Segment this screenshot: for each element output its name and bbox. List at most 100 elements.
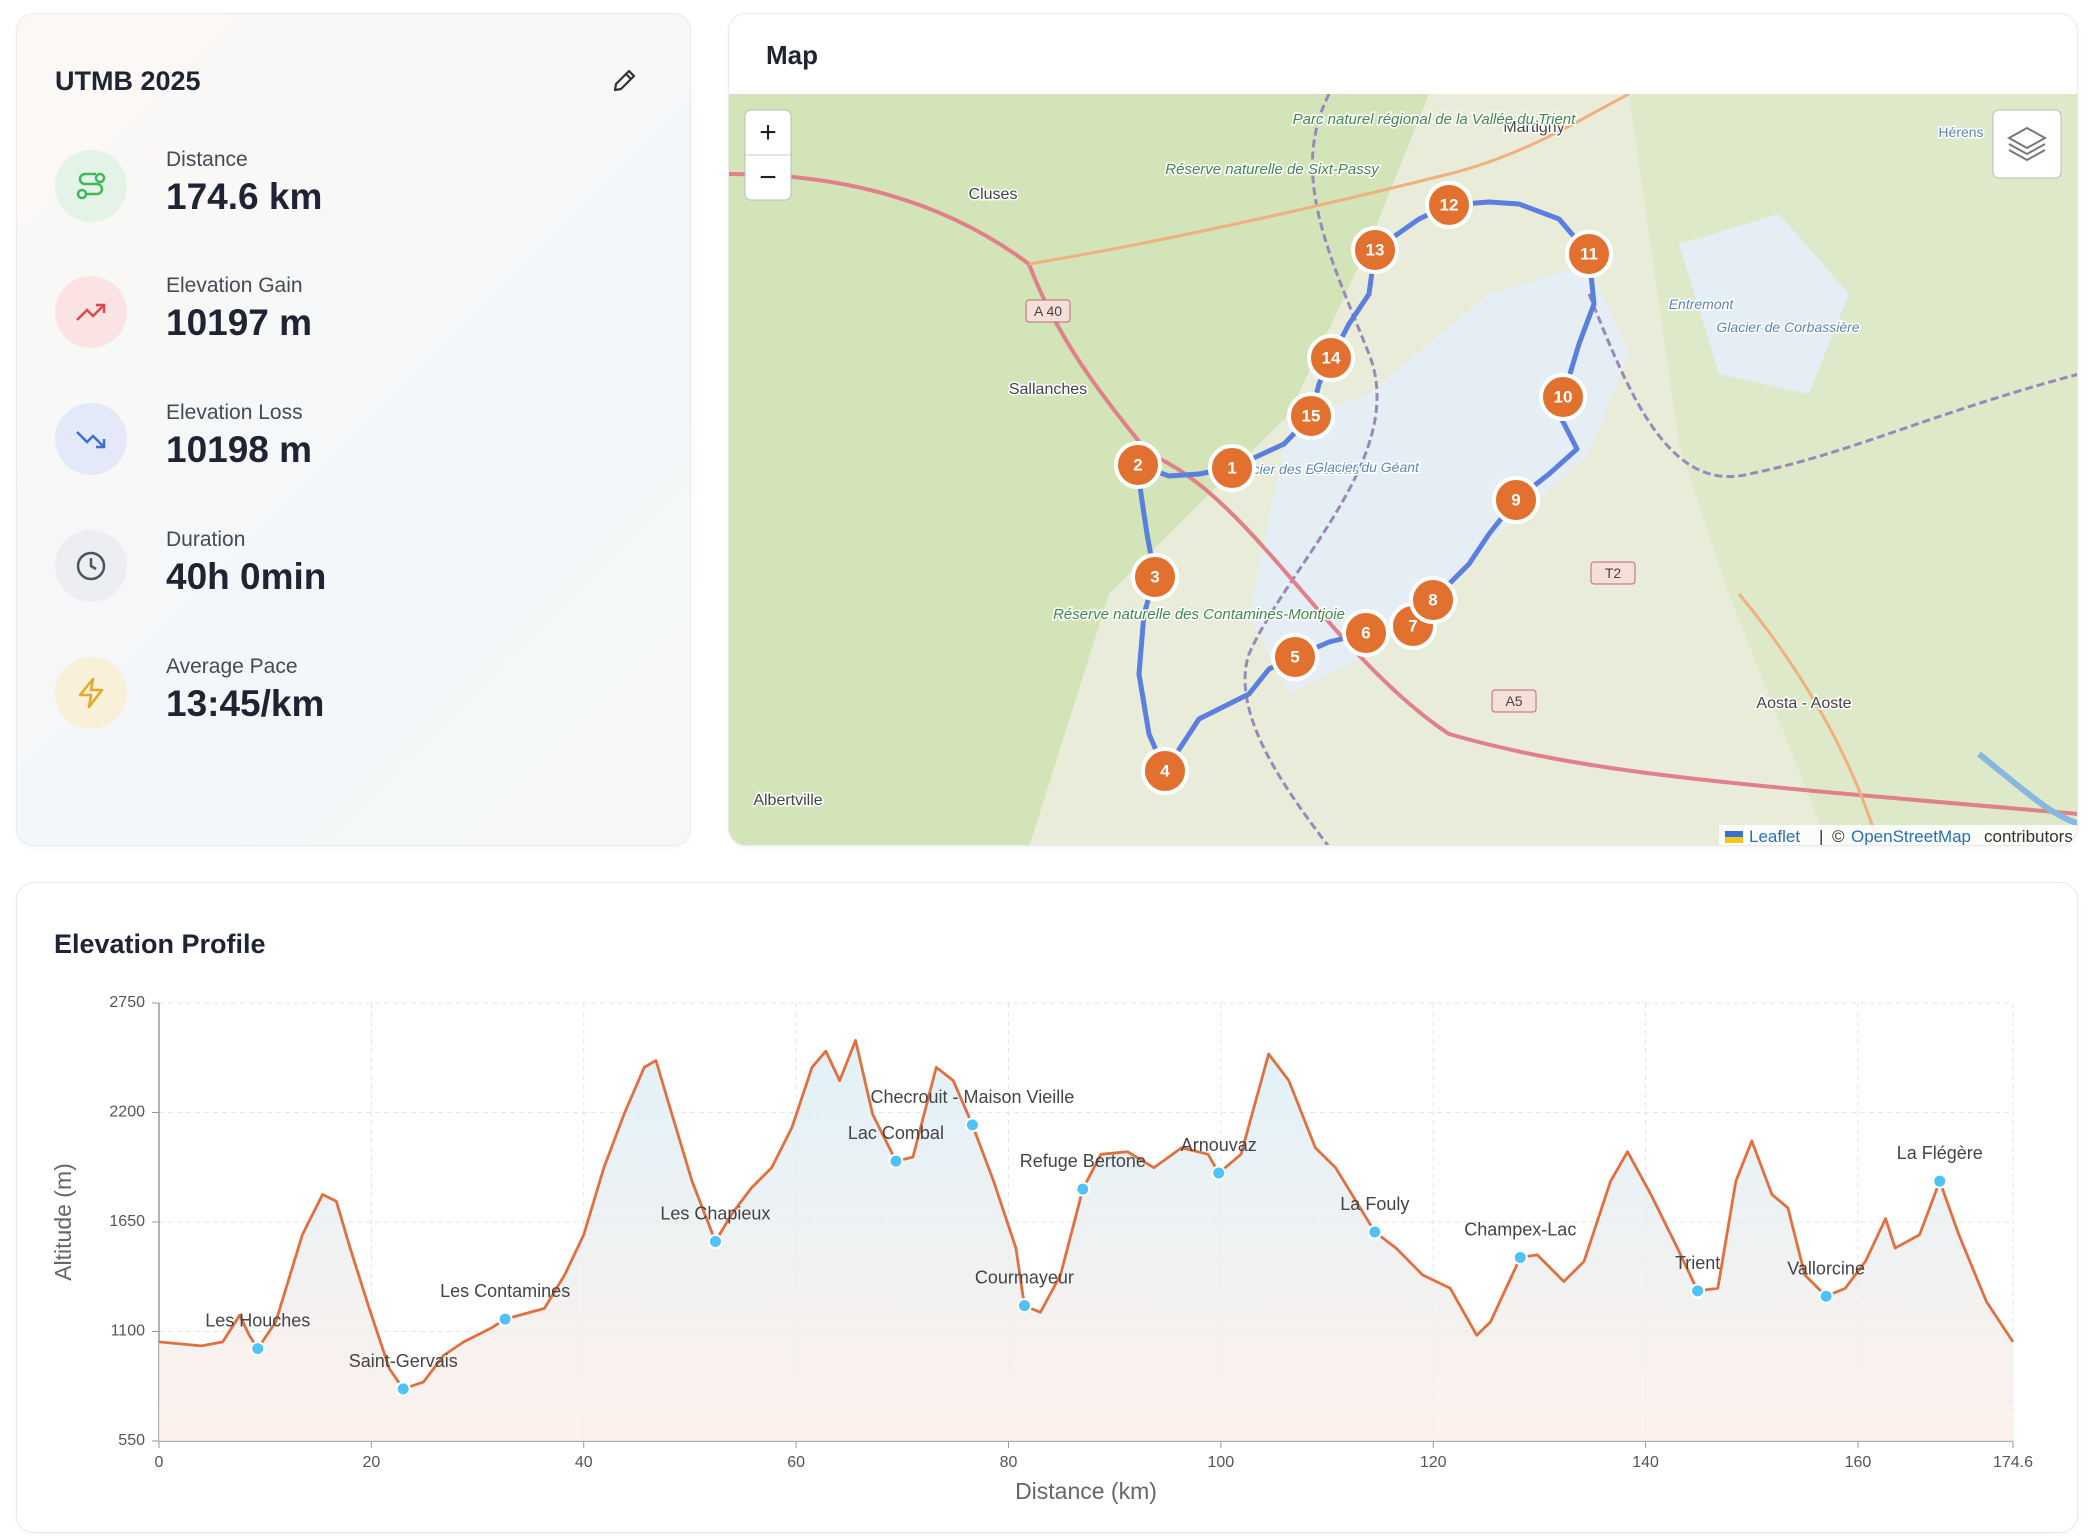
waypoint[interactable] bbox=[1512, 1249, 1528, 1265]
x-tick-label: 0 bbox=[155, 1454, 164, 1471]
route-marker[interactable] bbox=[1141, 747, 1189, 795]
reserve-label: Parc naturel régional de la Vallée du Tr… bbox=[1293, 111, 1576, 128]
marker-label: 11 bbox=[1580, 244, 1598, 263]
road-shield bbox=[1491, 689, 1537, 713]
marker-label: 15 bbox=[1302, 406, 1321, 425]
waypoint-label: La Fouly bbox=[1340, 1194, 1409, 1214]
attribution[interactable]: Leaflet bbox=[1749, 827, 1800, 846]
road-shield bbox=[1590, 561, 1636, 585]
waypoint-label: Champex-Lac bbox=[1464, 1219, 1576, 1239]
place-label: Glacier de Corbassière bbox=[1716, 319, 1859, 335]
route-marker[interactable] bbox=[1425, 181, 1473, 229]
marker-label: 3 bbox=[1150, 567, 1159, 586]
waypoint-label: Trient bbox=[1675, 1253, 1720, 1273]
marker-label: 1 bbox=[1227, 458, 1236, 477]
route-marker[interactable] bbox=[1114, 441, 1162, 489]
card-title: Elevation Profile bbox=[54, 929, 266, 959]
marker-label: 10 bbox=[1554, 387, 1573, 406]
stats-card: UTMB 2025 Distance 174.6 km Elevation Gai… bbox=[16, 13, 691, 846]
x-tick-label: 60 bbox=[787, 1454, 805, 1471]
place-label: Entremont bbox=[1669, 296, 1735, 312]
waypoint[interactable] bbox=[1075, 1181, 1091, 1197]
waypoint[interactable] bbox=[1016, 1298, 1032, 1314]
waypoint[interactable] bbox=[707, 1234, 723, 1250]
elevation-chart: 550 1100 1650 2200 2750 0 20 40 60 80 100 120 140 160… bbox=[50, 994, 2033, 1504]
flag bbox=[1725, 831, 1743, 837]
route-marker[interactable] bbox=[1208, 444, 1256, 492]
waypoint-label: Les Chapieux bbox=[660, 1204, 770, 1224]
x-tick-label: 160 bbox=[1845, 1454, 1872, 1471]
route-marker[interactable] bbox=[1307, 334, 1355, 382]
route-marker[interactable] bbox=[1492, 476, 1540, 524]
y-tick-label: 2750 bbox=[109, 994, 145, 1011]
stat-value: 174.6 km bbox=[166, 176, 323, 217]
stat-value: 10197 m bbox=[166, 302, 313, 343]
x-tick-label: 80 bbox=[1000, 1454, 1018, 1471]
waypoint[interactable] bbox=[1367, 1224, 1383, 1240]
y-tick-label: 2200 bbox=[109, 1104, 145, 1121]
waypoint-label: Refuge Bertone bbox=[1020, 1151, 1146, 1171]
waypoint-label: Les Contamines bbox=[440, 1281, 570, 1301]
stat-label: Distance bbox=[166, 148, 248, 171]
waypoint[interactable] bbox=[1690, 1283, 1706, 1299]
route-marker[interactable] bbox=[1409, 576, 1457, 624]
stat-value: 40h 0min bbox=[166, 556, 327, 597]
road-label: A5 bbox=[1505, 693, 1522, 709]
waypoint[interactable] bbox=[497, 1311, 513, 1327]
route-marker[interactable] bbox=[1342, 609, 1390, 657]
y-tick-label: 1100 bbox=[111, 1323, 146, 1340]
waypoint[interactable] bbox=[1932, 1173, 1948, 1189]
waypoint-label: Vallorcine bbox=[1787, 1258, 1865, 1278]
y-axis-title: Altitude (m) bbox=[50, 1163, 76, 1281]
waypoint[interactable] bbox=[964, 1117, 980, 1133]
waypoint-label: La Flégère bbox=[1897, 1143, 1983, 1163]
waypoint[interactable] bbox=[250, 1341, 266, 1357]
flag bbox=[1725, 837, 1743, 843]
route-marker[interactable] bbox=[1539, 373, 1587, 421]
marker-label: 13 bbox=[1366, 240, 1385, 259]
marker-label: 12 bbox=[1440, 195, 1459, 214]
route-marker[interactable] bbox=[1131, 553, 1179, 601]
stat-icon bbox=[55, 657, 127, 729]
marker-label: 8 bbox=[1428, 590, 1437, 609]
road-shield bbox=[1025, 299, 1071, 323]
x-tick-label: 120 bbox=[1420, 1454, 1447, 1471]
attribution: | bbox=[1819, 827, 1823, 846]
attribution: contributors bbox=[1984, 827, 2073, 846]
route-marker[interactable] bbox=[1287, 392, 1335, 440]
layers-button[interactable] bbox=[1992, 109, 2062, 179]
x-tick-label: 40 bbox=[575, 1454, 593, 1471]
place-label: Glacier du Géant bbox=[1313, 459, 1420, 475]
stat-icon bbox=[55, 276, 127, 348]
place-label: Aosta - Aoste bbox=[1756, 695, 1851, 712]
waypoint[interactable] bbox=[1818, 1288, 1834, 1304]
area bbox=[159, 1040, 2013, 1441]
reserve-label: Réserve naturelle des Contamines-Montjoi… bbox=[1053, 606, 1345, 623]
stat-row: Elevation Gain 10197 m bbox=[55, 274, 655, 356]
waypoint[interactable] bbox=[1211, 1165, 1227, 1181]
card-title: Map bbox=[766, 40, 818, 70]
elevation-card: Elevation Profile 550 1100 1650 2200 2750 0 20… bbox=[16, 882, 2078, 1533]
waypoint[interactable] bbox=[888, 1153, 904, 1169]
place-label: Sallanches bbox=[1009, 381, 1087, 398]
y-tick-label: 1650 bbox=[109, 1213, 145, 1230]
road-label: A 40 bbox=[1034, 303, 1062, 319]
zoom-out[interactable]: − bbox=[759, 161, 777, 194]
route-marker[interactable] bbox=[1271, 633, 1319, 681]
edit-button[interactable] bbox=[611, 66, 639, 94]
waypoint-label: Lac Combal bbox=[848, 1123, 944, 1143]
zoom-in[interactable]: + bbox=[759, 116, 777, 149]
waypoint[interactable] bbox=[395, 1381, 411, 1397]
route-marker[interactable] bbox=[1565, 230, 1613, 278]
place-label: Glacier des Bossons bbox=[1231, 461, 1359, 477]
x-axis-title: Distance (km) bbox=[1015, 1478, 1157, 1504]
stat-value: 13:45/km bbox=[166, 683, 325, 724]
stat-label: Elevation Gain bbox=[166, 274, 303, 297]
stat-label: Duration bbox=[166, 528, 246, 551]
marker-label: 2 bbox=[1133, 455, 1142, 474]
attribution[interactable]: OpenStreetMap bbox=[1851, 827, 1971, 846]
map[interactable]: + − Leaflet | © OpenStreetMap contributors C… bbox=[729, 94, 2078, 846]
stat-row: Elevation Loss 10198 m bbox=[55, 401, 655, 483]
route-marker[interactable] bbox=[1351, 226, 1399, 274]
